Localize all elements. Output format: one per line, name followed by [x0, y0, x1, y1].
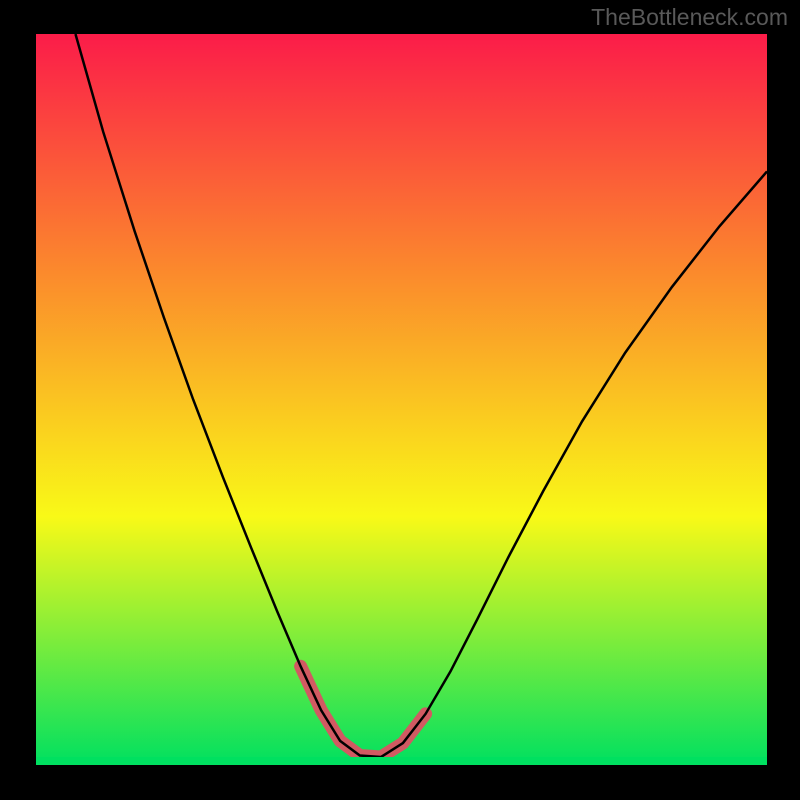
- watermark-text: TheBottleneck.com: [591, 4, 788, 31]
- bottleneck-highlight-curve: [301, 666, 426, 757]
- bottleneck-main-curve: [75, 34, 767, 757]
- chart-svg: [36, 34, 767, 765]
- chart-bottom-strip: [36, 757, 767, 765]
- chart-plot-area: [36, 34, 767, 765]
